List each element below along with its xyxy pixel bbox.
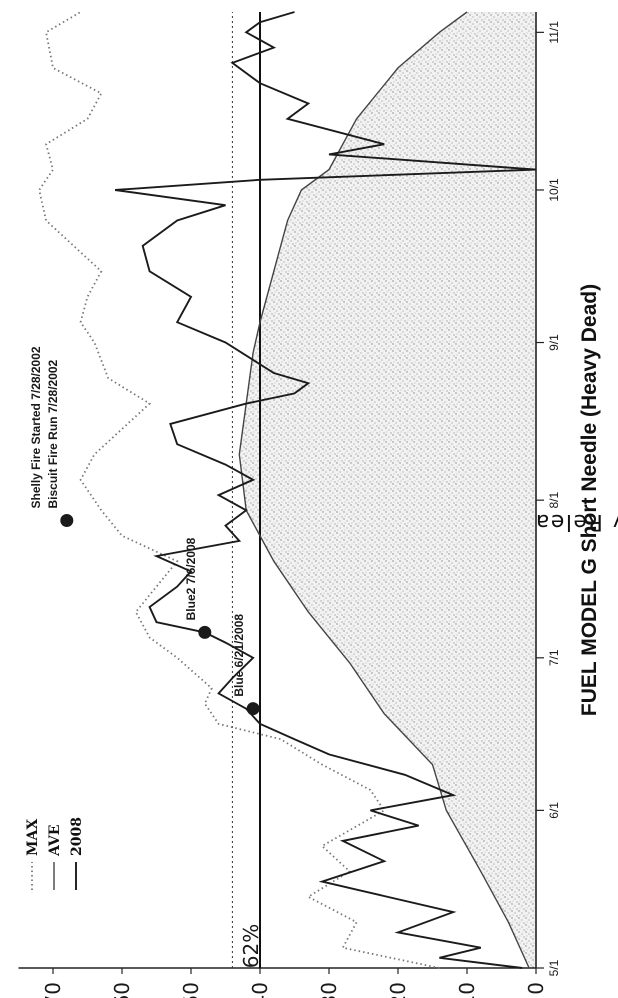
annotation-label: Shelly Fire Started 7/28/2002 — [29, 346, 43, 508]
value-tick-label: 10 — [455, 982, 479, 998]
value-tick-label: 40 — [248, 982, 272, 998]
plot-frame: 62% — [18, 12, 537, 969]
annotation-marker — [246, 702, 260, 716]
date-tick-label: 5/1 — [547, 959, 561, 976]
ave-fill-area — [239, 12, 537, 968]
chart-title: FUEL MODEL G Short Needle (Heavy Dead) — [578, 284, 601, 716]
annotation-marker — [60, 514, 74, 528]
date-tick-label: 6/1 — [547, 802, 561, 819]
value-tick-label: 50 — [179, 982, 203, 998]
value-tick-label: 20 — [386, 982, 410, 998]
date-tick-label: 11/1 — [547, 21, 561, 44]
series-2008-line — [114, 11, 537, 969]
plot-area: 62% Blue 6/21/2008 Blue2 7/6/2008 Biscuit … — [18, 11, 537, 969]
value-tick-label: 0 — [524, 982, 548, 995]
legend-label: 2008 — [69, 817, 85, 856]
legend-label: AVE — [47, 825, 63, 857]
value-tick-label: 70 — [41, 982, 65, 998]
date-tick-label: 9/1 — [547, 334, 561, 351]
series-ave-line — [238, 11, 530, 969]
value-tick-label: 60 — [110, 982, 134, 998]
tick-group: 0 10 20 30 40 50 60 70 5/1 6/1 7/1 8/1 9/1 10/1 11/1 — [41, 21, 561, 998]
legend-label: MAX — [25, 819, 41, 856]
annotation-marker — [198, 625, 212, 639]
annotation-label: Blue2 7/6/2008 — [184, 537, 198, 620]
date-tick-label: 10/1 — [547, 178, 561, 202]
annotation-label: Blue 6/21/2008 — [232, 614, 246, 697]
series-group — [38, 11, 537, 969]
value-tick-label: 30 — [317, 982, 341, 998]
date-tick-label: 8/1 — [547, 492, 561, 509]
date-tick-label: 7/1 — [547, 649, 561, 666]
percentile-label: 62% — [239, 924, 263, 968]
annotation-label: Biscuit Fire Run 7/28/2002 — [46, 359, 60, 508]
annotation-group: Blue 6/21/2008 Blue2 7/6/2008 Biscuit Fire… — [29, 346, 260, 716]
legend: MAX AVE 2008 — [25, 817, 85, 890]
